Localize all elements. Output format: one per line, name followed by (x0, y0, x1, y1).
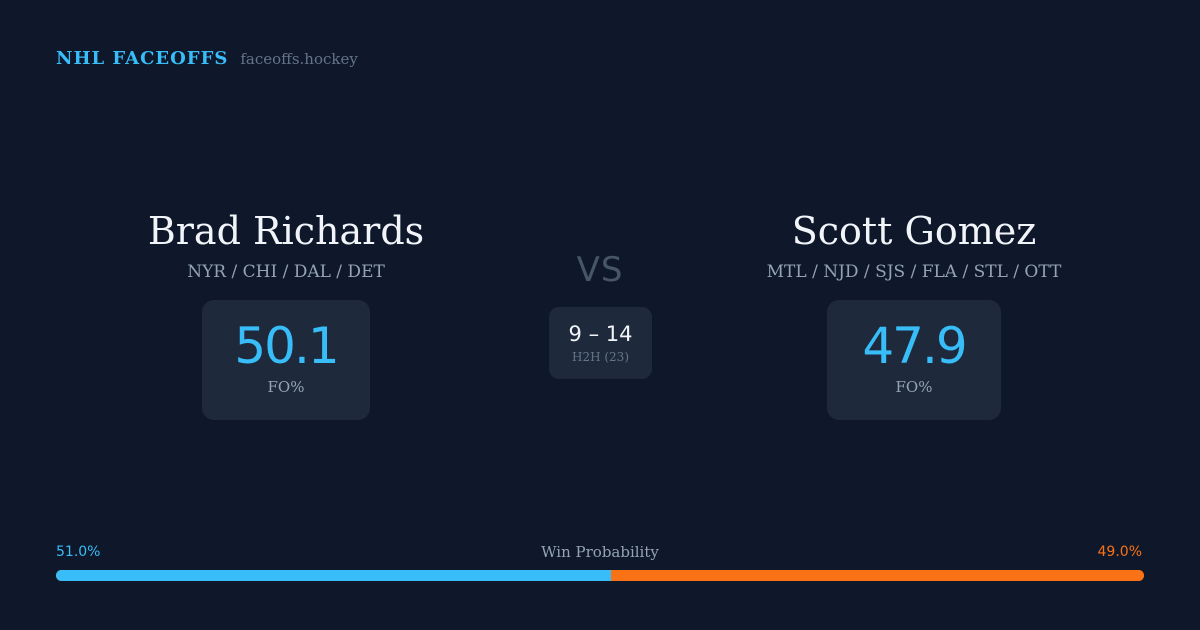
player-right-teams: MTL / NJD / SJS / FLA / STL / OTT (766, 262, 1062, 282)
player-right-fo-label: FO% (895, 378, 933, 396)
player-right-name: Scott Gomez (791, 209, 1037, 253)
win-prob-right-fill (610, 570, 1144, 581)
player-left-teams: NYR / CHI / DAL / DET (187, 262, 385, 282)
win-probability-bar (56, 570, 1144, 581)
win-prob-left-fill (56, 570, 611, 581)
brand-title: NHL FACEOFFS (56, 48, 229, 69)
player-right-stat-card: 47.9 FO% (827, 300, 1001, 420)
win-prob-right-label: 49.0% (1097, 544, 1142, 560)
player-left-fo-value: 50.1 (234, 317, 339, 375)
h2h-score: 9 – 14 (568, 322, 633, 346)
player-left-fo-label: FO% (267, 378, 305, 396)
player-left-name: Brad Richards (147, 209, 425, 253)
player-right-panel: Scott Gomez MTL / NJD / SJS / FLA / STL … (634, 206, 1194, 420)
brand-site: faceoffs.hockey (240, 50, 358, 68)
versus-label: VS (576, 250, 624, 290)
brand-header: NHL FACEOFFS faceoffs.hockey (56, 48, 358, 69)
player-left-panel: Brad Richards NYR / CHI / DAL / DET 50.1… (6, 206, 566, 420)
player-right-fo-value: 47.9 (862, 317, 967, 375)
win-prob-title: Win Probability (541, 543, 659, 561)
player-left-stat-card: 50.1 FO% (202, 300, 370, 420)
win-prob-left-label: 51.0% (56, 544, 101, 560)
h2h-label: H2H (23) (571, 350, 629, 364)
h2h-card: 9 – 14 H2H (23) (549, 307, 652, 379)
